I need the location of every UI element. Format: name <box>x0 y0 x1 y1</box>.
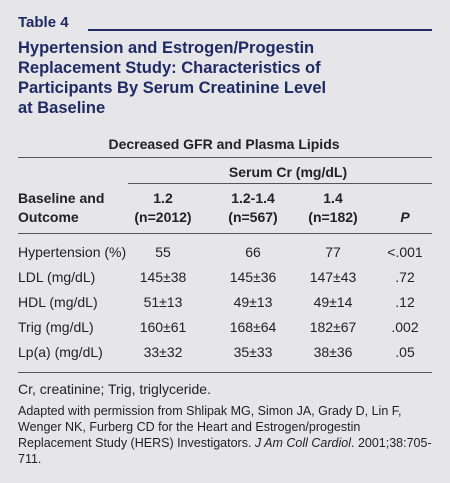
table-cell: 49±13 <box>233 294 273 310</box>
table-label: Table 4 <box>18 14 69 31</box>
row-label: Hypertension (%) <box>18 244 127 260</box>
source-text: . 2001;38:705-711. <box>18 436 432 466</box>
column-header: 1.2 <box>153 190 173 206</box>
column-header: 1.2-1.4 <box>231 190 275 206</box>
title-line: Hypertension and Estrogen/Progestin <box>18 39 315 57</box>
row-label: LDL (mg/dL) <box>18 269 96 285</box>
table-cell: .002 <box>391 319 419 335</box>
source-text: Adapted with permission from Shlipak MG,… <box>18 404 402 450</box>
table-cell: 145±36 <box>229 269 277 285</box>
table-cell: 145±38 <box>139 269 187 285</box>
label-rule <box>88 29 432 31</box>
table-cell: 51±13 <box>143 294 183 310</box>
row-header: Baseline and <box>18 190 105 206</box>
table-cell: 77 <box>325 244 341 260</box>
table-cell: .72 <box>395 269 415 285</box>
row-label: Lp(a) (mg/dL) <box>18 344 103 360</box>
title-line: Participants By Serum Creatinine Level <box>18 79 327 97</box>
table-cell: 38±36 <box>313 344 353 360</box>
row-label: HDL (mg/dL) <box>18 294 98 310</box>
title: Hypertension and Estrogen/Progestin Repla… <box>18 38 326 118</box>
table-caption: Decreased GFR and Plasma Lipids <box>108 136 340 152</box>
column-header: (n=567) <box>228 209 278 225</box>
rule <box>128 183 432 184</box>
table-cell: 182±67 <box>309 319 357 335</box>
rule <box>18 157 432 158</box>
column-header: 1.4 <box>323 190 343 206</box>
table-cell: 49±14 <box>313 294 353 310</box>
table-cell: 168±64 <box>229 319 277 335</box>
column-header: P <box>400 209 410 225</box>
table-cell: 55 <box>155 244 171 260</box>
footnote: Cr, creatinine; Trig, triglyceride. <box>18 381 211 397</box>
table-cell: 35±33 <box>233 344 273 360</box>
column-header: (n=182) <box>308 209 358 225</box>
table-cell: 66 <box>245 244 261 260</box>
title-line: at Baseline <box>18 99 106 117</box>
rule <box>18 233 432 234</box>
source-note: Adapted with permission from Shlipak MG,… <box>18 403 433 467</box>
row-label: Trig (mg/dL) <box>18 319 94 335</box>
row-header: Outcome <box>18 209 79 225</box>
table-cell: <.001 <box>387 244 423 260</box>
source-text: J Am Coll Cardiol <box>254 436 351 450</box>
title-line: Replacement Study: Characteristics of <box>18 59 321 77</box>
rule <box>18 372 432 373</box>
table-cell: .12 <box>395 294 415 310</box>
column-header: (n=2012) <box>134 209 192 225</box>
table-cell: .05 <box>395 344 415 360</box>
table-cell: 160±61 <box>139 319 187 335</box>
group-header: Serum Cr (mg/dL) <box>228 164 348 180</box>
table-cell: 147±43 <box>309 269 357 285</box>
table-cell: 33±32 <box>143 344 183 360</box>
